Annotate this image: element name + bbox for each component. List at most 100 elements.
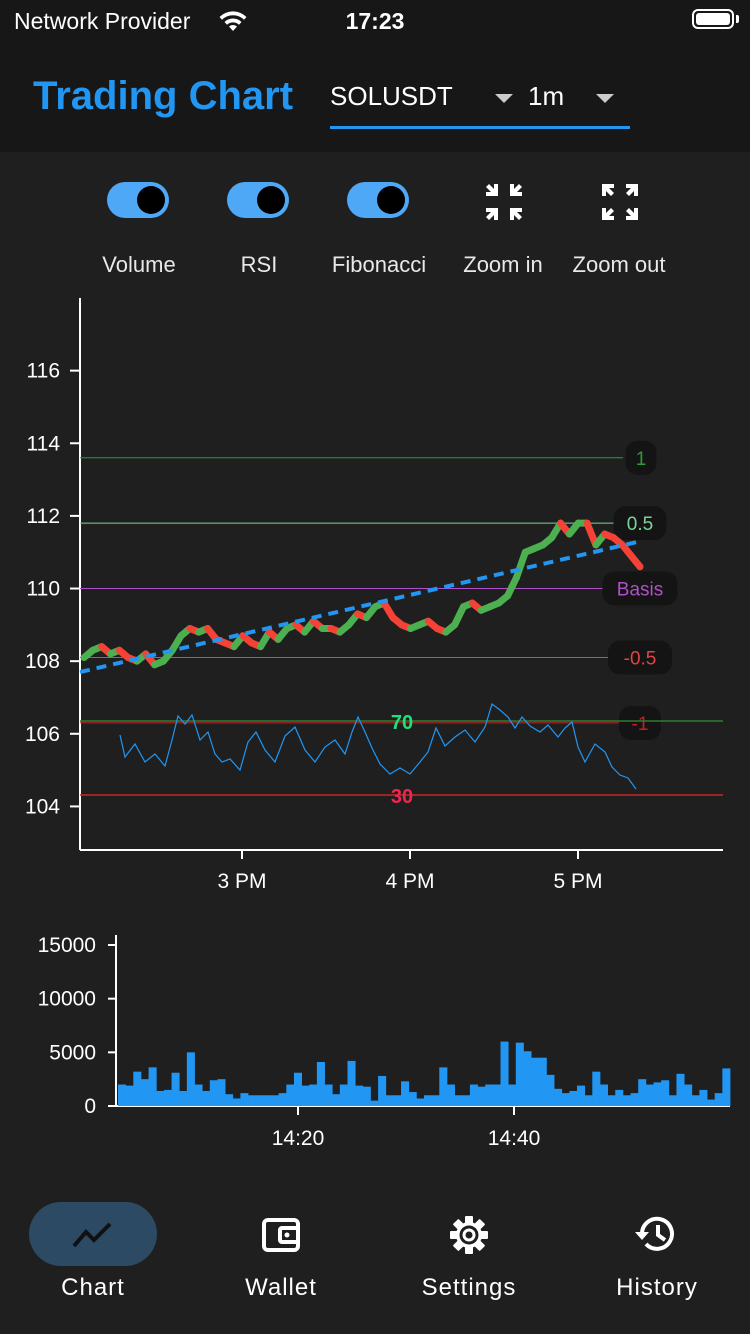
volume-bar — [156, 1090, 165, 1106]
zoom-in-label: Zoom in — [463, 252, 543, 277]
volume-bar — [500, 1041, 509, 1106]
rsi-70-label: 70 — [391, 712, 413, 734]
chart-line-icon — [72, 1222, 112, 1248]
y-tick-label: 108 — [25, 650, 60, 673]
chart-controls: Volume RSI Fibonacci Zoom in Z — [0, 152, 750, 292]
rsi-line — [119, 703, 637, 790]
volume-y-tick-label: 15000 — [38, 934, 96, 957]
volume-label: Volume — [102, 252, 176, 277]
volume-bar — [362, 1086, 371, 1106]
battery-icon — [692, 9, 734, 29]
volume-bar — [339, 1084, 348, 1106]
y-tick-label: 116 — [27, 360, 60, 383]
volume-chart[interactable]: 0 5000 10000 15000 14:20 14:40 — [0, 925, 750, 1165]
volume-bar — [592, 1071, 601, 1106]
rsi-toggle[interactable] — [227, 182, 289, 218]
volume-x-tick-label: 14:40 — [488, 1127, 541, 1150]
status-time: 17:23 — [345, 8, 405, 34]
tab-history-label: History — [616, 1274, 698, 1301]
volume-bar — [622, 1095, 631, 1106]
volume-bar — [661, 1080, 670, 1106]
volume-bar — [240, 1093, 249, 1106]
bottom-navigation: Chart Wallet — [0, 1190, 750, 1334]
price-chart[interactable]: 104 106 108 110 112 114 116 3 PM 4 PM 5 PM 1 0.5 Bas… — [0, 292, 750, 902]
volume-bar — [477, 1086, 486, 1106]
volume-y-tick-label: 0 — [84, 1095, 96, 1118]
volume-bar — [691, 1095, 700, 1106]
volume-y-tick-label: 5000 — [49, 1041, 96, 1064]
volume-bar — [217, 1079, 226, 1106]
volume-bar — [393, 1095, 402, 1106]
volume-bar — [232, 1098, 241, 1106]
volume-x-tick-label: 14:20 — [272, 1127, 325, 1150]
volume-bar — [355, 1085, 364, 1106]
volume-bar — [316, 1061, 325, 1106]
volume-bar — [515, 1042, 524, 1106]
tab-wallet[interactable]: Wallet — [206, 1200, 356, 1320]
volume-bar — [301, 1085, 310, 1106]
volume-bar — [293, 1072, 302, 1106]
wallet-icon — [262, 1218, 300, 1252]
volume-bar — [607, 1095, 616, 1106]
fib-level-label: Basis — [617, 580, 663, 601]
trend-line — [79, 539, 641, 675]
volume-bar — [668, 1095, 677, 1106]
wifi-icon — [219, 11, 247, 31]
y-tick-label: 114 — [27, 432, 61, 455]
fib-level-badge — [602, 571, 678, 606]
volume-bar — [684, 1084, 693, 1106]
fib-level-label: 1 — [636, 449, 647, 470]
volume-bar — [133, 1071, 142, 1106]
volume-bar — [209, 1080, 218, 1106]
volume-bar — [569, 1090, 578, 1106]
volume-bar — [531, 1057, 540, 1106]
symbol-dropdown[interactable]: SOLUSDT — [330, 81, 453, 111]
volume-bar — [446, 1084, 455, 1106]
volume-bar — [118, 1084, 127, 1106]
volume-bar — [584, 1095, 593, 1106]
volume-bar — [699, 1089, 708, 1106]
interval-dropdown[interactable]: 1m — [528, 81, 565, 111]
tab-chart[interactable]: Chart — [18, 1200, 168, 1320]
battery-tip — [736, 15, 739, 23]
volume-bar — [485, 1084, 494, 1106]
fib-level-badge — [608, 640, 672, 675]
active-tab-indicator — [29, 1202, 157, 1266]
volume-bar — [538, 1057, 547, 1106]
fibonacci-toggle[interactable] — [347, 182, 409, 218]
rsi-30-label: 30 — [391, 786, 413, 808]
chevron-down-icon[interactable] — [495, 94, 513, 103]
volume-bar — [148, 1067, 157, 1106]
rsi-label: RSI — [240, 252, 278, 277]
tab-settings[interactable]: Settings — [394, 1200, 544, 1320]
zoom-out-icon — [602, 184, 638, 220]
volume-bar — [630, 1093, 639, 1106]
volume-bar — [324, 1084, 333, 1106]
volume-bar — [469, 1084, 478, 1106]
volume-bar — [676, 1073, 685, 1106]
volume-bar — [408, 1092, 417, 1106]
volume-bar — [577, 1085, 586, 1106]
volume-bar — [707, 1099, 716, 1106]
chevron-down-icon[interactable] — [596, 94, 614, 103]
volume-bar — [370, 1100, 379, 1106]
status-bar: Network Provider 17:23 — [0, 0, 750, 44]
page-title: Trading Chart — [33, 74, 294, 118]
y-tick-label: 110 — [27, 578, 60, 601]
zoom-in-icon — [486, 184, 522, 220]
volume-bar — [439, 1067, 448, 1106]
volume-bar — [416, 1098, 425, 1106]
volume-bar — [248, 1095, 257, 1106]
fib-level-badge — [613, 506, 667, 541]
fibonacci-label: Fibonacci — [331, 252, 427, 277]
volume-bar — [492, 1084, 501, 1106]
volume-toggle[interactable] — [107, 182, 169, 218]
tab-chart-label: Chart — [61, 1274, 125, 1301]
tab-history[interactable]: History — [582, 1200, 732, 1320]
volume-bar — [163, 1089, 172, 1106]
volume-bar — [255, 1095, 264, 1106]
gear-icon — [450, 1216, 488, 1254]
fib-level-label: 0.5 — [627, 514, 653, 535]
zoom-out-label: Zoom out — [572, 252, 666, 277]
volume-bar — [225, 1094, 234, 1106]
